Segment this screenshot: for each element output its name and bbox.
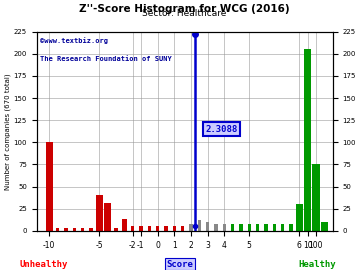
Bar — [273, 224, 276, 231]
Bar — [56, 228, 59, 231]
Text: The Research Foundation of SUNY: The Research Foundation of SUNY — [40, 56, 171, 62]
Bar — [148, 227, 151, 231]
Bar — [231, 224, 234, 231]
Bar — [248, 224, 251, 231]
Bar — [321, 222, 328, 231]
Y-axis label: Number of companies (670 total): Number of companies (670 total) — [4, 73, 11, 190]
Bar — [139, 226, 143, 231]
Bar — [96, 195, 103, 231]
Bar — [264, 224, 267, 231]
Bar — [172, 227, 176, 231]
Bar — [256, 224, 259, 231]
Bar — [122, 218, 127, 231]
Bar — [222, 224, 226, 231]
Text: Score: Score — [167, 260, 193, 269]
Bar — [64, 228, 68, 231]
Title: Z''-Score Histogram for WCG (2016): Z''-Score Histogram for WCG (2016) — [79, 4, 290, 14]
Bar — [104, 202, 111, 231]
Bar — [72, 228, 76, 231]
Bar — [312, 164, 320, 231]
Bar — [89, 228, 93, 231]
Bar — [81, 228, 84, 231]
Bar — [239, 224, 243, 231]
Bar — [114, 228, 117, 231]
Bar — [156, 227, 159, 231]
Bar — [46, 142, 53, 231]
Bar — [189, 224, 193, 231]
Bar — [296, 204, 303, 231]
Text: Healthy: Healthy — [298, 260, 336, 269]
Bar — [214, 224, 217, 231]
Bar — [164, 227, 167, 231]
Bar — [181, 227, 184, 231]
Text: 2.3088: 2.3088 — [205, 124, 237, 134]
Bar — [131, 227, 134, 231]
Bar — [206, 222, 209, 231]
Bar — [289, 224, 293, 231]
Bar — [198, 220, 201, 231]
Text: Sector: Healthcare: Sector: Healthcare — [143, 9, 227, 18]
Text: ©www.textbiz.org: ©www.textbiz.org — [40, 38, 108, 45]
Text: Unhealthy: Unhealthy — [19, 260, 67, 269]
Bar — [304, 49, 311, 231]
Bar — [281, 224, 284, 231]
